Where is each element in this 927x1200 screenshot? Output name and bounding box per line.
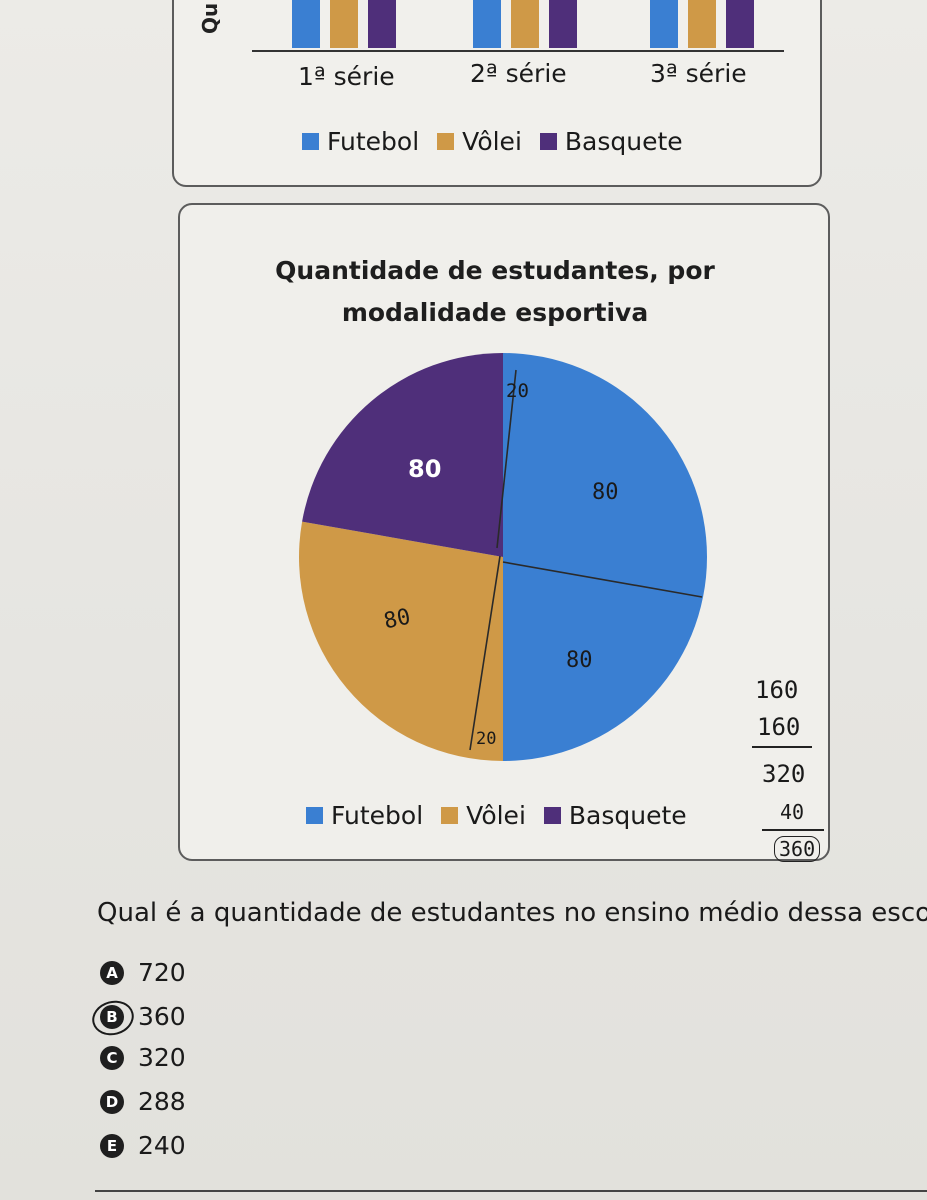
legend-item-basquete: Basquete	[539, 127, 683, 156]
handwritten-sum: 40	[780, 800, 805, 824]
option-b-value: 360	[138, 1002, 186, 1031]
bar-volei-2	[511, 0, 539, 48]
legend-label: Basquete	[564, 127, 683, 156]
bar-volei-1	[330, 0, 358, 48]
handwritten-note: 20	[476, 729, 497, 749]
bar-futebol-1	[292, 0, 320, 48]
handwritten-underline	[752, 746, 812, 748]
option-e-value: 240	[138, 1131, 186, 1160]
legend-item-basquete: Basquete	[543, 801, 687, 830]
bar-category-2: 2ª série	[470, 59, 567, 88]
handwritten-division-line	[502, 561, 703, 598]
handwritten-underline	[762, 829, 824, 831]
option-c-value: 320	[138, 1043, 186, 1072]
option-c-badge: C	[100, 1045, 124, 1070]
pie-slice-basquete	[302, 353, 503, 557]
bar-futebol-3	[650, 0, 678, 48]
bar-volei-3	[688, 0, 716, 48]
handwritten-sum: 360	[774, 836, 821, 862]
legend-label: Vôlei	[466, 801, 526, 830]
pie-title-line-1: Quantidade de estudantes, por	[275, 256, 715, 285]
page-divider	[95, 1190, 927, 1192]
legend-item-futebol: Futebol	[306, 801, 423, 830]
option-b[interactable]: B 360	[88, 995, 186, 1040]
option-c[interactable]: C 320	[100, 1043, 186, 1072]
option-e-badge: E	[100, 1133, 124, 1158]
legend-item-volei: Vôlei	[441, 801, 526, 830]
legend-label: Vôlei	[462, 127, 522, 156]
legend-item-volei: Vôlei	[437, 127, 522, 156]
option-a-value: 720	[138, 958, 186, 987]
option-e[interactable]: E 240	[100, 1131, 186, 1160]
legend-item-futebol: Futebol	[302, 127, 419, 156]
pie-data-label-basquete: 80	[408, 455, 442, 483]
handwritten-note: 20	[506, 380, 529, 402]
option-b-badge: B	[88, 995, 138, 1040]
option-a-badge: A	[100, 960, 124, 985]
bar-basquete-2	[549, 0, 577, 48]
handwritten-division-line	[469, 555, 501, 751]
legend-label: Basquete	[568, 801, 687, 830]
handwritten-note: 80	[566, 648, 593, 673]
handwritten-sum: 320	[762, 760, 806, 788]
swatch-volei	[437, 133, 455, 150]
pie-chart-legend: Futebol Vôlei Basquete	[306, 801, 705, 830]
legend-label: Futebol	[331, 801, 424, 830]
handwritten-sum: 160	[757, 713, 801, 741]
swatch-futebol	[302, 133, 319, 150]
bar-basquete-1	[368, 0, 396, 48]
option-d-badge: D	[100, 1089, 124, 1114]
option-d-value: 288	[138, 1087, 186, 1116]
bar-chart-legend: Futebol Vôlei Basquete	[302, 127, 701, 156]
option-d[interactable]: D 288	[100, 1087, 186, 1116]
bar-futebol-2	[473, 0, 501, 48]
handwritten-division-line	[496, 369, 517, 549]
handwritten-note: 80	[592, 480, 619, 505]
pie-chart-title: Quantidade de estudantes, por modalidade…	[230, 250, 760, 334]
swatch-basquete	[539, 133, 557, 150]
pie-slice-volei	[299, 521, 503, 761]
pie-title-line-2: modalidade esportiva	[341, 298, 649, 327]
bar-category-1: 1ª série	[298, 62, 395, 91]
question-text: Qual é a quantidade de estudantes no ens…	[97, 898, 927, 928]
handwritten-sum: 160	[755, 676, 799, 704]
swatch-basquete	[543, 807, 561, 824]
option-b-letter: B	[106, 1007, 118, 1026]
pie-slice-futebol	[503, 353, 707, 761]
bar-basquete-3	[726, 0, 754, 48]
swatch-futebol	[306, 807, 323, 824]
swatch-volei	[441, 807, 459, 824]
bar-category-3: 3ª série	[650, 59, 747, 88]
option-a[interactable]: A 720	[100, 958, 186, 987]
bar-chart-x-axis	[252, 50, 784, 52]
legend-label: Futebol	[327, 127, 420, 156]
